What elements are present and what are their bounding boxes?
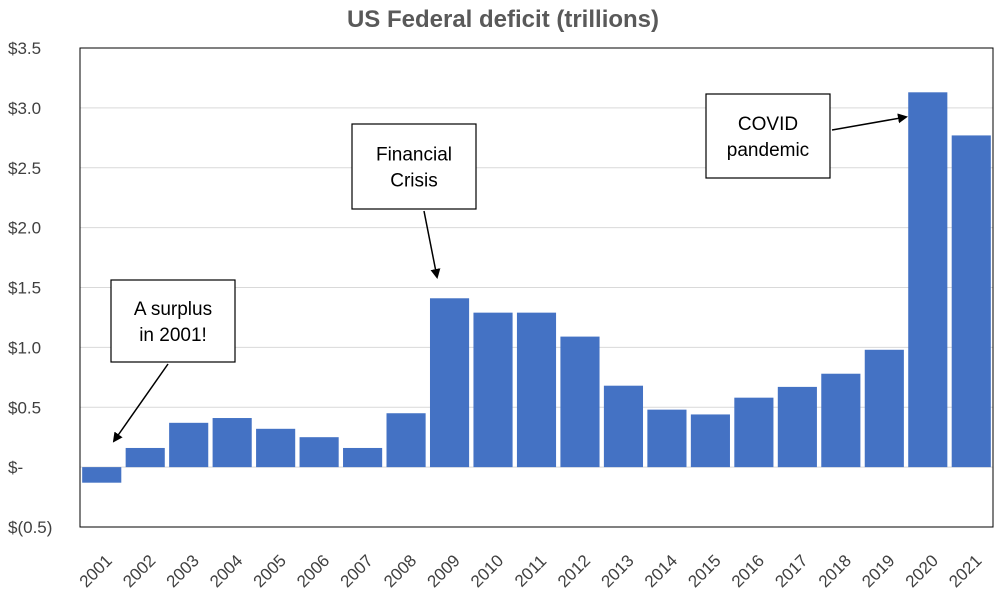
- x-tick-label: 2018: [815, 551, 855, 591]
- chart-title: US Federal deficit (trillions): [347, 6, 659, 33]
- y-tick-label: $2.5: [8, 159, 41, 178]
- bar-2011: [516, 312, 557, 468]
- x-tick-label: 2015: [684, 551, 724, 591]
- annotation-text: A surplus: [134, 299, 212, 320]
- y-tick-label: $3.0: [8, 99, 41, 118]
- annotation-text: COVID: [738, 114, 798, 135]
- bar-2012: [560, 336, 600, 468]
- annotation-text: Crisis: [390, 171, 438, 192]
- annotations: A surplus in 2001! Financial Crisis COVID pan…: [110, 93, 908, 443]
- bars: [82, 92, 991, 483]
- bar-2019: [864, 349, 904, 468]
- bar-2008: [386, 413, 426, 468]
- bar-2021: [951, 135, 991, 468]
- annotation-text: in 2001!: [139, 325, 207, 346]
- x-tick-label: 2017: [771, 551, 811, 591]
- bar-2020: [908, 92, 948, 468]
- x-tick-label: 2006: [293, 551, 333, 591]
- annotation-box: [351, 123, 477, 210]
- bar-2016: [734, 397, 774, 468]
- annotation-arrow: [112, 363, 169, 443]
- annotation-arrow: [423, 210, 441, 279]
- x-tick-label: 2020: [902, 551, 942, 591]
- bar-2007: [343, 447, 383, 468]
- plot-area-border: [79, 47, 994, 528]
- annotation-2020: COVID pandemic: [705, 93, 908, 179]
- annotation-2001: A surplus in 2001!: [110, 279, 236, 443]
- x-tick-label: 2011: [511, 551, 550, 590]
- bar-2010: [473, 312, 513, 468]
- y-axis-tick-labels: $3.5 $3.0 $2.5 $2.0 $1.5 $1.0 $0.5 $- $(0.5): [8, 39, 52, 537]
- y-tick-label: $(0.5): [8, 518, 52, 537]
- annotation-text: pandemic: [727, 140, 809, 161]
- x-tick-label: 2013: [597, 551, 637, 591]
- annotation-text: Financial: [376, 145, 452, 166]
- annotation-2009: Financial Crisis: [351, 123, 477, 279]
- x-tick-label: 2019: [858, 551, 898, 591]
- annotation-box: [110, 279, 236, 363]
- annotation-arrow: [831, 113, 908, 131]
- bar-2013: [603, 385, 644, 468]
- bar-2015: [690, 414, 730, 468]
- y-tick-label: $1.5: [8, 279, 41, 298]
- x-tick-label: 2002: [119, 551, 159, 591]
- y-tick-label: $-: [8, 458, 23, 477]
- bar-2005: [256, 428, 296, 468]
- y-tick-label: $1.0: [8, 338, 41, 357]
- x-tick-label: 2007: [337, 551, 377, 591]
- annotation-box: [705, 93, 831, 179]
- bar-2017: [777, 386, 817, 468]
- x-tick-label: 2010: [467, 551, 507, 591]
- x-tick-label: 2008: [380, 551, 420, 591]
- bar-2004: [212, 418, 252, 468]
- bar-2006: [299, 437, 339, 468]
- bar-2009: [429, 298, 470, 468]
- x-tick-label: 2021: [945, 551, 985, 591]
- x-tick-label: 2003: [163, 551, 203, 591]
- bar-2014: [647, 409, 687, 468]
- bar-2003: [169, 422, 209, 468]
- x-axis-tick-labels: 2001 2002 2003 2004 2005 2006 2007 2008 2009 2010…: [76, 551, 986, 591]
- x-tick-label: 2014: [641, 551, 681, 591]
- y-tick-label: $0.5: [8, 398, 41, 417]
- x-tick-label: 2004: [206, 551, 246, 591]
- x-tick-label: 2012: [554, 551, 594, 591]
- y-tick-label: $3.5: [8, 39, 41, 58]
- bar-2002: [125, 447, 165, 468]
- x-tick-label: 2009: [424, 551, 464, 591]
- x-tick-label: 2005: [250, 551, 290, 591]
- bar-2001: [82, 467, 122, 483]
- bar-2018: [821, 373, 861, 468]
- x-tick-label: 2001: [76, 551, 116, 591]
- x-tick-label: 2016: [728, 551, 768, 591]
- y-tick-label: $2.0: [8, 219, 41, 238]
